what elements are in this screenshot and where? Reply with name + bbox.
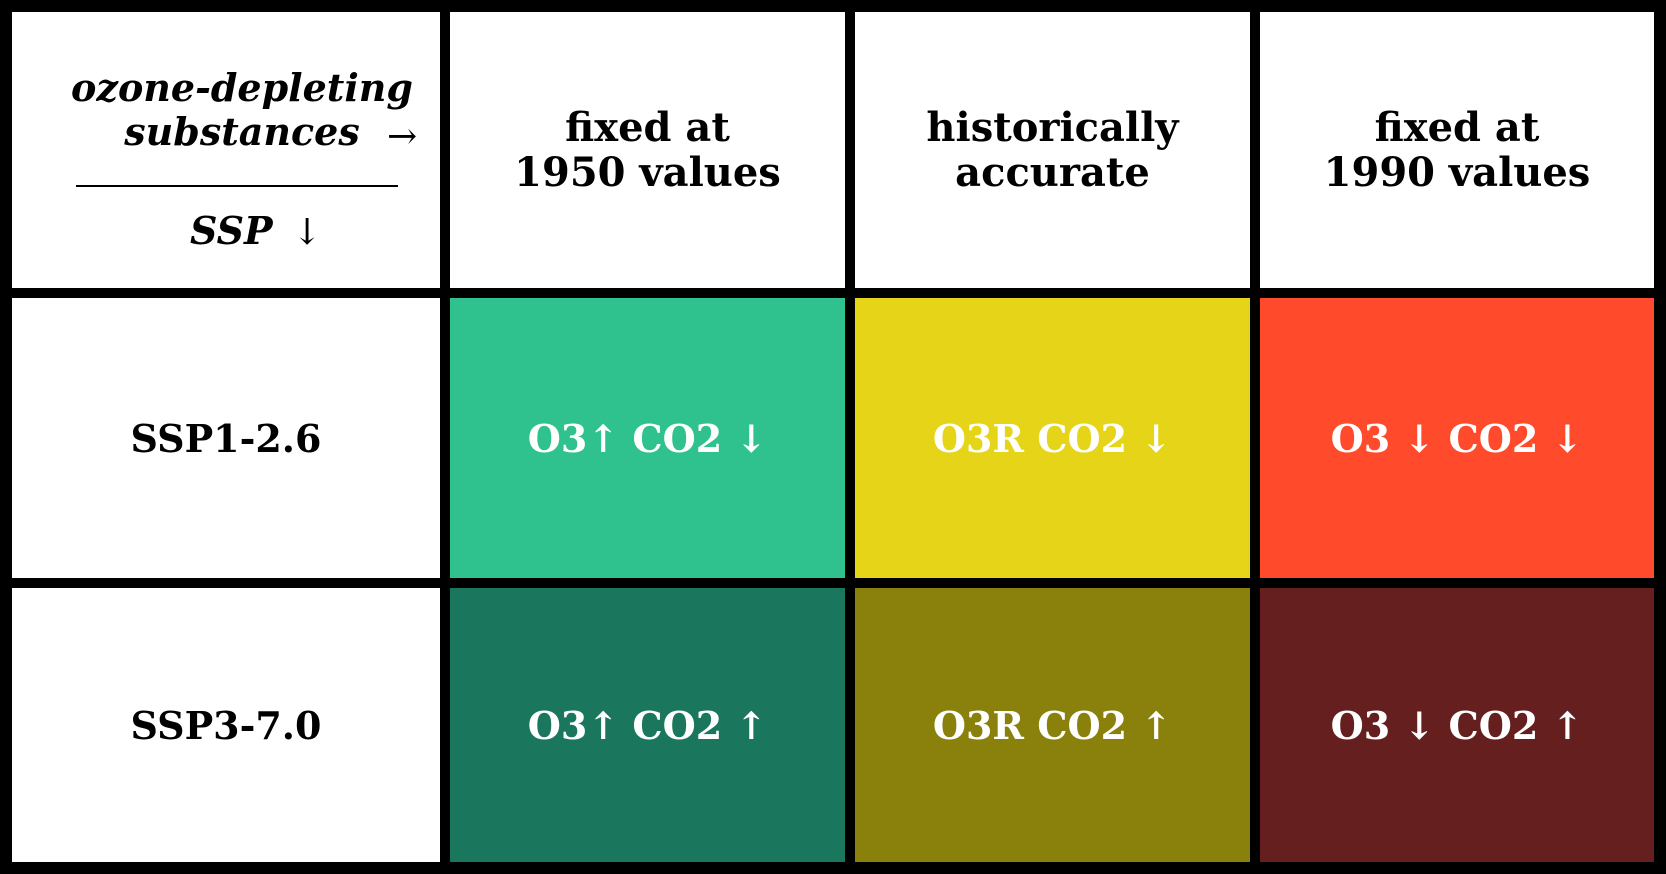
ssp-axis-label: SSP (190, 208, 273, 253)
scenario-label: O3↑ CO2 ↑ (527, 702, 768, 748)
divider-line (76, 185, 398, 187)
corner-cell: ozone-depleting substances → SSP ↓ (12, 12, 440, 288)
column-header-1950: fixed at 1950 values (450, 12, 845, 288)
scenario-label: O3↑ CO2 ↓ (527, 415, 768, 461)
column-header-1990: fixed at 1990 values (1260, 12, 1654, 288)
column-header-label: fixed at 1950 values (514, 104, 781, 196)
scenario-label: O3 ↓ CO2 ↓ (1330, 415, 1584, 461)
scenario-label: O3R CO2 ↑ (932, 702, 1173, 748)
scenario-cell-ssp3-1990: O3 ↓ CO2 ↑ (1260, 588, 1654, 862)
scenario-cell-ssp1-1950: O3↑ CO2 ↓ (450, 298, 845, 578)
column-header-label: fixed at 1990 values (1323, 104, 1591, 196)
down-arrow-icon: ↓ (292, 212, 323, 253)
right-arrow-icon: → (387, 116, 418, 157)
scenario-cell-ssp1-1990: O3 ↓ CO2 ↓ (1260, 298, 1654, 578)
row-header-label: SSP1-2.6 (130, 415, 322, 461)
scenario-cell-ssp3-historical: O3R CO2 ↑ (855, 588, 1250, 862)
ods-axis-label: ozone-depleting substances (71, 65, 413, 154)
row-header-ssp1: SSP1-2.6 (12, 298, 440, 578)
row-header-ssp3: SSP3-7.0 (12, 588, 440, 862)
scenario-cell-ssp1-historical: O3R CO2 ↓ (855, 298, 1250, 578)
scenario-cell-ssp3-1950: O3↑ CO2 ↑ (450, 588, 845, 862)
scenario-label: O3 ↓ CO2 ↑ (1330, 702, 1584, 748)
row-header-label: SSP3-7.0 (130, 702, 322, 748)
scenario-label: O3R CO2 ↓ (932, 415, 1173, 461)
column-header-historical: historically accurate (855, 12, 1250, 288)
column-header-label: historically accurate (926, 104, 1179, 196)
